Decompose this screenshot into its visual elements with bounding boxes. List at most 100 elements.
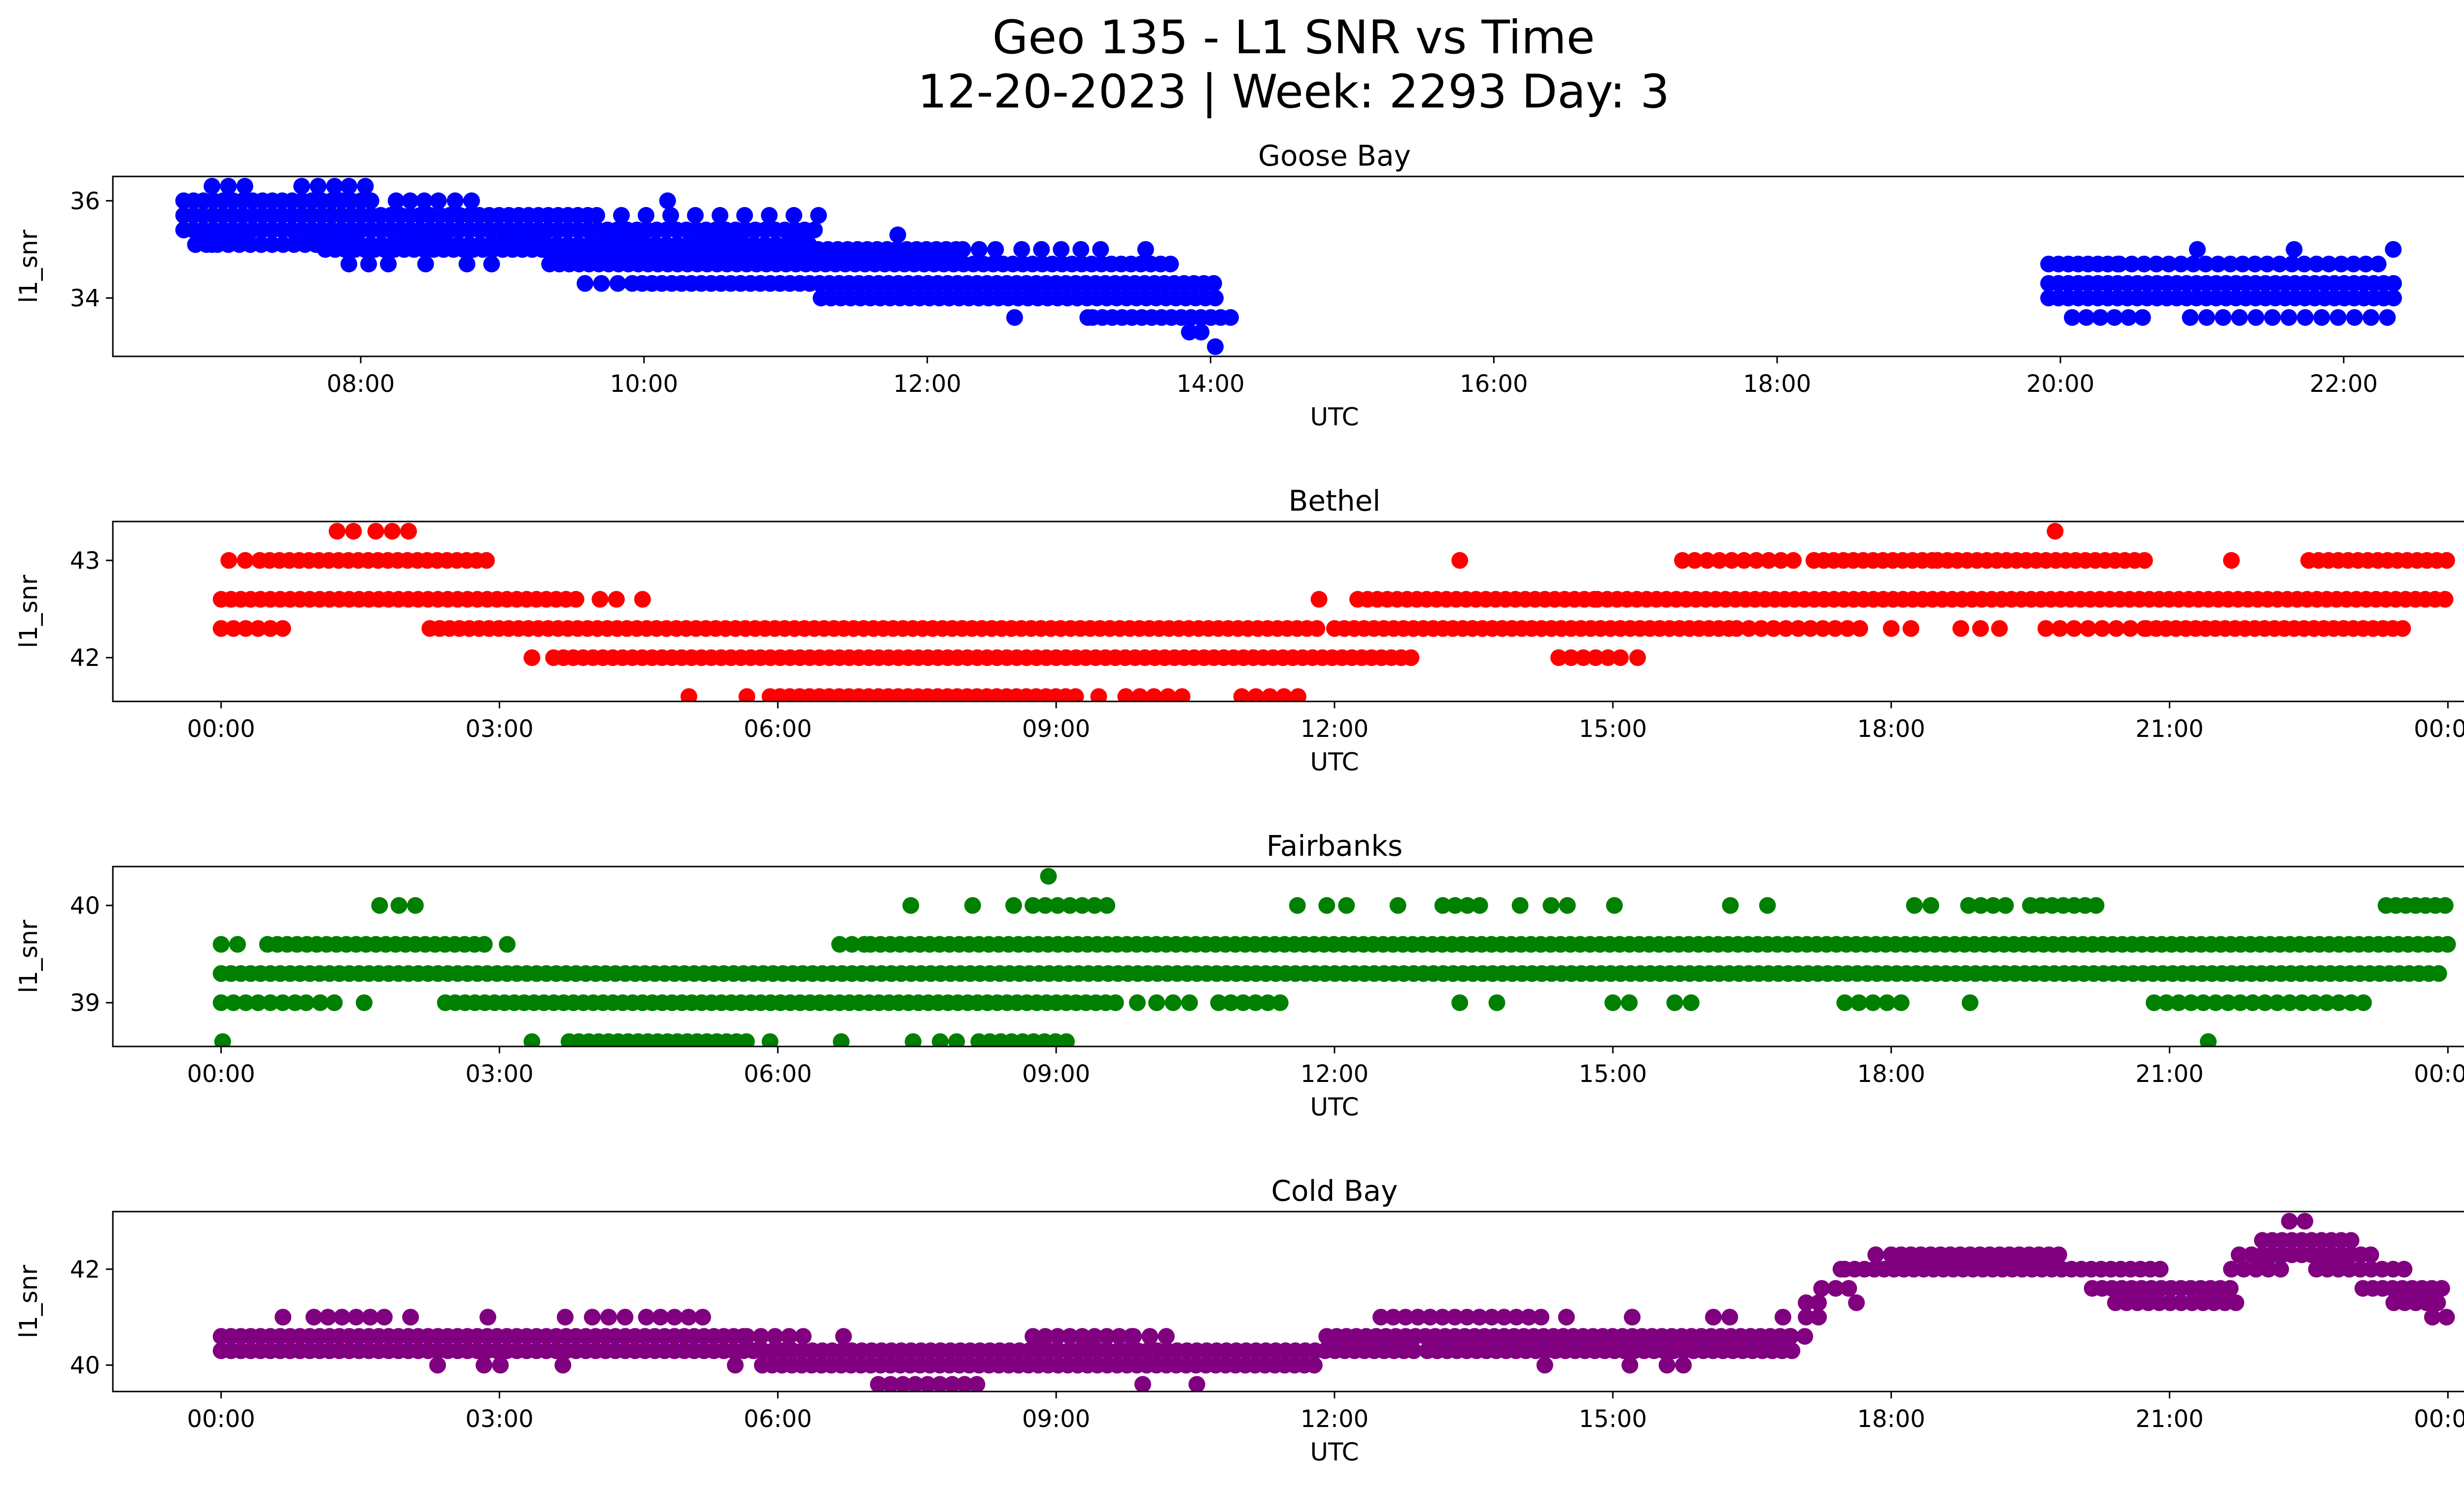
data-point	[319, 1309, 337, 1326]
data-point	[1782, 1328, 1799, 1345]
data-point	[659, 192, 676, 209]
data-point	[400, 522, 417, 540]
data-point	[2320, 255, 2337, 273]
x-tick-label: 21:00	[2135, 715, 2203, 743]
data-point	[1434, 897, 1451, 914]
data-point	[1405, 1342, 1422, 1359]
data-point	[1991, 620, 2008, 637]
data-point	[1629, 649, 1646, 666]
data-point	[1802, 620, 1819, 637]
data-point	[383, 522, 401, 540]
data-point	[806, 221, 823, 239]
data-point	[1074, 1328, 1091, 1345]
data-point	[1006, 309, 1023, 326]
data-point	[1205, 275, 1222, 292]
data-point	[1145, 688, 1163, 701]
data-point	[608, 591, 625, 608]
data-point	[1049, 1328, 1066, 1345]
data-point	[1259, 994, 1276, 1011]
data-point	[835, 1328, 852, 1345]
data-point	[1922, 897, 1940, 914]
data-point	[1290, 688, 1306, 701]
x-tick-label: 20:00	[2026, 370, 2094, 398]
data-point	[2295, 255, 2313, 273]
data-point	[1040, 868, 1057, 885]
x-tick-label: 00:00	[2414, 715, 2464, 743]
data-point	[1247, 994, 1264, 1011]
subplot-title: Bethel	[1289, 484, 1381, 518]
subplot-title: Fairbanks	[1266, 829, 1403, 863]
data-point	[2342, 1232, 2360, 1249]
data-point	[554, 1357, 572, 1374]
data-point	[970, 241, 988, 258]
data-point	[2052, 620, 2068, 637]
data-point	[1471, 1309, 1488, 1326]
data-point	[736, 207, 753, 224]
data-point	[2234, 255, 2251, 273]
data-point	[2223, 1260, 2240, 1278]
data-point	[2065, 620, 2083, 637]
y-tick-label: 36	[70, 187, 100, 215]
data-point	[1840, 1280, 1857, 1297]
data-point	[2160, 255, 2177, 273]
x-tick-label: 06:00	[744, 1405, 812, 1433]
data-point	[298, 994, 315, 1011]
y-axis-label: l1_snr	[14, 230, 43, 303]
data-point	[2296, 309, 2314, 326]
data-point	[2078, 309, 2095, 326]
data-point	[1409, 1309, 1427, 1326]
data-point	[2439, 936, 2456, 953]
data-point	[2357, 255, 2374, 273]
data-point	[274, 620, 291, 637]
data-point	[1711, 552, 1728, 569]
data-point	[2272, 1260, 2289, 1278]
data-point	[2385, 241, 2402, 258]
data-point	[1621, 1357, 1639, 1374]
x-tick-label: 18:00	[1857, 1405, 1925, 1433]
data-point	[1193, 323, 1210, 341]
data-point	[1233, 688, 1250, 701]
x-tick-label: 15:00	[1579, 1060, 1647, 1088]
data-point	[1210, 994, 1227, 1011]
data-point	[2037, 620, 2054, 637]
data-point	[2248, 1260, 2264, 1278]
data-point	[1699, 552, 1715, 569]
data-point	[2120, 309, 2137, 326]
x-axis-label: UTC	[1310, 748, 1359, 776]
data-point	[212, 620, 230, 637]
data-point	[712, 207, 728, 224]
data-point	[1488, 994, 1506, 1011]
data-point	[1906, 897, 1923, 914]
data-point	[1542, 897, 1560, 914]
data-point	[616, 1309, 634, 1326]
data-point	[2318, 994, 2335, 1011]
data-point	[1247, 688, 1265, 701]
data-point	[1864, 994, 1882, 1011]
data-point	[1310, 591, 1328, 608]
data-point	[652, 1309, 669, 1326]
x-axis-label: UTC	[1310, 1093, 1359, 1121]
data-point	[1850, 994, 1868, 1011]
data-point	[591, 591, 609, 608]
y-tick-label: 40	[70, 1352, 100, 1379]
data-point	[680, 1309, 697, 1326]
x-tick-label: 03:00	[465, 715, 533, 743]
data-point	[2135, 255, 2153, 273]
data-point	[1385, 1309, 1402, 1326]
data-point	[593, 275, 610, 292]
data-point	[1446, 1309, 1464, 1326]
data-point	[2343, 994, 2360, 1011]
data-point	[1422, 1309, 1439, 1326]
data-point	[1372, 1309, 1390, 1326]
data-point	[274, 1309, 292, 1326]
data-point	[2170, 994, 2188, 1011]
data-point	[2438, 552, 2455, 569]
data-point	[345, 522, 362, 540]
data-point	[786, 207, 802, 224]
data-point	[1748, 552, 1765, 569]
data-point	[1222, 309, 1239, 326]
data-point	[1533, 1309, 1550, 1326]
data-point	[2385, 275, 2402, 292]
data-point	[1318, 897, 1335, 914]
